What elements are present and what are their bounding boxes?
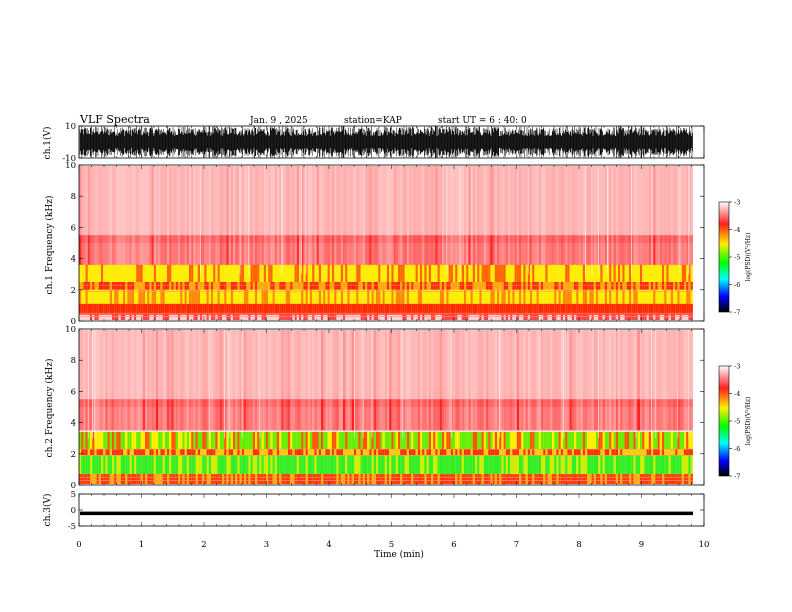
ch3-waveform-ytick-label: -5 [68, 522, 76, 532]
time-axis-label: Time (min) [374, 549, 424, 560]
ch2-spectrogram-ytick-label: 10 [65, 325, 76, 335]
ch2-spectrogram-ylabel: ch.2 Frequency (kHz) [44, 359, 55, 458]
ch1-waveform-ytick-label: -10 [62, 154, 76, 164]
ch1-spectrogram-ytick-label: 8 [71, 192, 76, 202]
ch3-waveform-panel: 5 0 -5 [68, 490, 705, 532]
ch3-waveform-ylabel: ch.3(V) [42, 494, 53, 527]
ch1-colorbar: log(PSD)(V²/Hz) -3 -4 -5 -6 -7 [718, 199, 752, 317]
ch2-spectrogram-ytick-label: 0 [71, 481, 76, 491]
ch2-spectrogram-colorbar-tick: -7 [734, 473, 740, 481]
time-tick-label: 8 [576, 540, 581, 550]
ch2-spectrogram-colorbar-tick: -3 [734, 363, 740, 371]
time-tick-label: 3 [264, 540, 269, 550]
ch1-spectrogram-panel: 0 2 4 6 8 10 [65, 161, 705, 327]
ch1-spectrogram-colorbar-tick: -6 [734, 281, 740, 289]
time-tick-label: 2 [201, 540, 206, 550]
ch1-spectrogram-ytick-label: 0 [71, 317, 76, 327]
ch2-colorbar: log(PSD)(V²/Hz) -3 -4 -5 -6 -7 [718, 363, 752, 481]
ch3-waveform-frame [78, 493, 705, 527]
start-ut-label: start UT = 6 : 40: 0 [438, 116, 527, 126]
ch1-waveform-ylabel: ch.1(V) [42, 127, 53, 160]
ch3-waveform-ytick-label: 5 [71, 490, 76, 500]
ch2-spectrogram-ytick-label: 8 [71, 356, 76, 366]
ch3-waveform-ytick-label: 0 [71, 506, 76, 516]
ch1-spectrogram-ylabel: ch.1 Frequency (kHz) [44, 196, 55, 295]
time-axis: 0 1 2 3 4 5 6 7 8 9 10 [76, 540, 709, 550]
ch2-colorbar-label: log(PSD)(V²/Hz) [745, 397, 752, 446]
time-tick-label: 4 [326, 540, 331, 550]
time-tick-label: 6 [451, 540, 456, 550]
ch1-spectrogram-ytick-label: 2 [71, 286, 76, 296]
time-tick-label: 5 [389, 540, 394, 550]
ch1-spectrogram-colorbar-tick: -4 [734, 226, 740, 234]
ch1-spectrogram-image [79, 166, 693, 320]
ch1-spectrogram-ytick-label: 4 [71, 255, 76, 265]
figure-title: VLF Spectra [79, 113, 150, 126]
ch2-spectrogram-ytick-label: 6 [71, 387, 76, 397]
ch2-spectrogram-ytick-label: 2 [71, 450, 76, 460]
date-label: Jan. 9 , 2025 [249, 116, 308, 126]
ch2-spectrogram-colorbar-tick: -5 [734, 418, 740, 426]
ch1-spectrogram-ytick-label: 6 [71, 223, 76, 233]
time-tick-label: 0 [76, 540, 81, 550]
time-tick-label: 1 [139, 540, 144, 550]
time-tick-label: 7 [514, 540, 519, 550]
ch2-spectrogram-panel: 0 2 4 6 8 10 [65, 325, 705, 491]
ch2-spectrogram-ytick-label: 4 [71, 419, 76, 429]
station-label: station=KAP [344, 116, 402, 126]
ch1-spectrogram-colorbar-tick: -5 [734, 254, 740, 262]
ch1-waveform-ytick-label: 10 [65, 122, 76, 132]
ch1-spectrogram-ytick-label: 10 [65, 161, 76, 171]
ch1-spectrogram-colorbar-tick: -7 [734, 309, 740, 317]
ch3-waveform-trace [80, 511, 693, 516]
time-tick-label: 9 [639, 540, 644, 550]
ch1-waveform-panel: 10 -10 [62, 122, 705, 164]
ch2-spectrogram-colorbar-tick: -6 [734, 445, 740, 453]
ch1-waveform-trace [79, 126, 693, 158]
ch1-colorbar-label: log(PSD)(V²/Hz) [745, 233, 752, 282]
time-tick-label: 10 [699, 540, 710, 550]
ch2-spectrogram-colorbar-tick: -4 [734, 390, 740, 398]
ch2-spectrogram-image [79, 330, 693, 484]
ch1-spectrogram-colorbar-tick: -3 [734, 199, 740, 207]
